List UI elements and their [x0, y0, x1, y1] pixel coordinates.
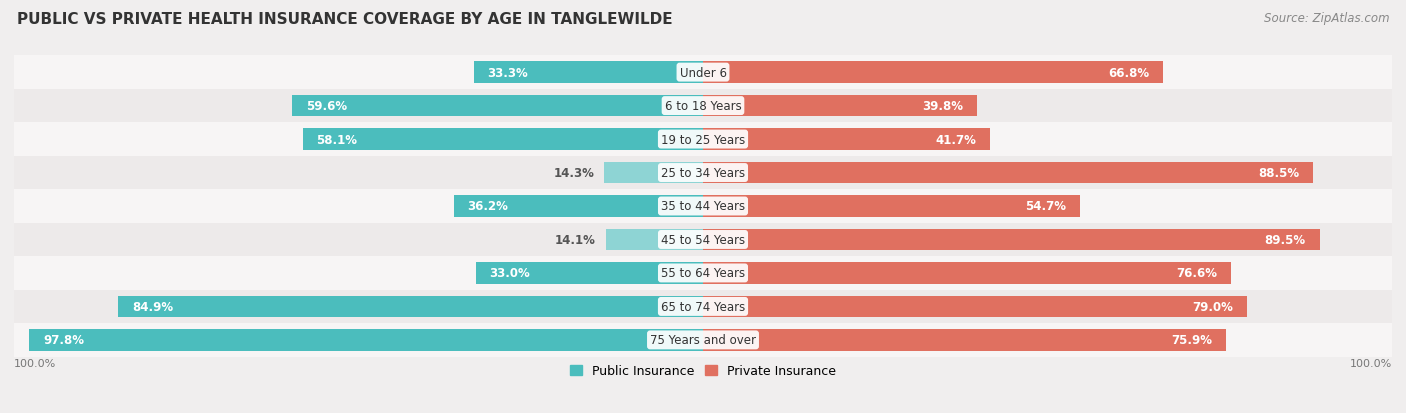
Text: 14.3%: 14.3% — [554, 166, 595, 180]
Text: 75.9%: 75.9% — [1171, 334, 1212, 347]
Bar — [14, 157, 1392, 190]
Text: Under 6: Under 6 — [679, 66, 727, 79]
Legend: Public Insurance, Private Insurance: Public Insurance, Private Insurance — [565, 359, 841, 382]
Bar — [703, 129, 990, 151]
Bar — [703, 229, 1320, 251]
Text: 54.7%: 54.7% — [1025, 200, 1066, 213]
Text: 41.7%: 41.7% — [935, 133, 977, 146]
Bar — [703, 62, 1163, 84]
Bar — [30, 329, 703, 351]
Text: 19 to 25 Years: 19 to 25 Years — [661, 133, 745, 146]
Bar — [118, 296, 703, 318]
Bar — [292, 95, 703, 117]
Text: 58.1%: 58.1% — [316, 133, 357, 146]
Text: 76.6%: 76.6% — [1175, 267, 1218, 280]
Text: 39.8%: 39.8% — [922, 100, 963, 113]
Bar — [302, 129, 703, 151]
Text: 33.0%: 33.0% — [489, 267, 530, 280]
Text: 59.6%: 59.6% — [307, 100, 347, 113]
Text: Source: ZipAtlas.com: Source: ZipAtlas.com — [1264, 12, 1389, 25]
Bar — [14, 323, 1392, 357]
Bar — [14, 190, 1392, 223]
Text: 45 to 54 Years: 45 to 54 Years — [661, 233, 745, 247]
Text: 79.0%: 79.0% — [1192, 300, 1233, 313]
Bar — [605, 162, 703, 184]
Bar — [14, 123, 1392, 157]
Text: 97.8%: 97.8% — [44, 334, 84, 347]
Text: 75 Years and over: 75 Years and over — [650, 334, 756, 347]
Bar — [14, 290, 1392, 323]
Text: 25 to 34 Years: 25 to 34 Years — [661, 166, 745, 180]
Bar — [606, 229, 703, 251]
Bar — [703, 262, 1230, 284]
Bar — [14, 223, 1392, 256]
Text: 6 to 18 Years: 6 to 18 Years — [665, 100, 741, 113]
Bar — [14, 90, 1392, 123]
Text: 36.2%: 36.2% — [467, 200, 508, 213]
Text: 14.1%: 14.1% — [554, 233, 596, 247]
Text: 88.5%: 88.5% — [1258, 166, 1299, 180]
Text: 55 to 64 Years: 55 to 64 Years — [661, 267, 745, 280]
Bar — [703, 296, 1247, 318]
Bar — [474, 62, 703, 84]
Text: 100.0%: 100.0% — [1350, 358, 1392, 368]
Bar — [454, 196, 703, 217]
Text: 84.9%: 84.9% — [132, 300, 173, 313]
Bar — [703, 162, 1313, 184]
Text: 33.3%: 33.3% — [488, 66, 529, 79]
Bar — [703, 95, 977, 117]
Bar — [14, 56, 1392, 90]
Text: 100.0%: 100.0% — [14, 358, 56, 368]
Bar — [703, 329, 1226, 351]
Text: 35 to 44 Years: 35 to 44 Years — [661, 200, 745, 213]
Text: 66.8%: 66.8% — [1108, 66, 1150, 79]
Text: 89.5%: 89.5% — [1265, 233, 1306, 247]
Text: PUBLIC VS PRIVATE HEALTH INSURANCE COVERAGE BY AGE IN TANGLEWILDE: PUBLIC VS PRIVATE HEALTH INSURANCE COVER… — [17, 12, 672, 27]
Bar — [703, 196, 1080, 217]
Text: 65 to 74 Years: 65 to 74 Years — [661, 300, 745, 313]
Bar — [475, 262, 703, 284]
Bar — [14, 256, 1392, 290]
